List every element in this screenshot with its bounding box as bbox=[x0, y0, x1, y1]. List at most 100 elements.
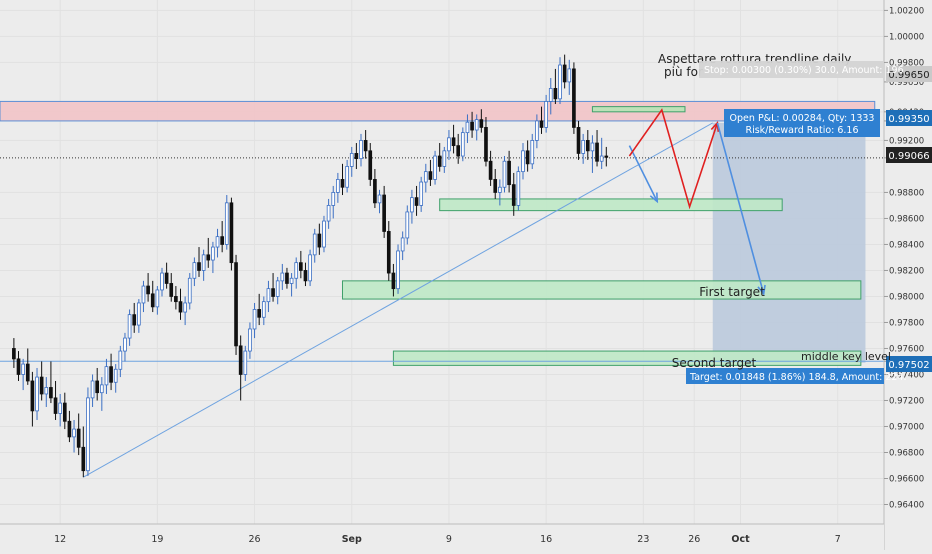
time-axis-panel[interactable] bbox=[0, 524, 884, 550]
candle bbox=[363, 130, 368, 159]
candle-body-down bbox=[257, 309, 262, 318]
candle-body-up bbox=[377, 194, 382, 204]
candle-body-up bbox=[308, 254, 312, 282]
price-tick-label: 0.99200 bbox=[889, 136, 924, 146]
candle-body-down bbox=[39, 376, 44, 395]
candle bbox=[248, 322, 252, 359]
candle bbox=[229, 197, 234, 271]
candle-body-up bbox=[396, 250, 400, 290]
candle bbox=[123, 332, 127, 362]
candle bbox=[465, 114, 470, 144]
candle bbox=[349, 146, 354, 177]
time-axis-ticks: 12 19 26 Sep 9 16 23 26 Oct 7 bbox=[54, 534, 841, 545]
candle bbox=[127, 309, 132, 346]
candle-body-up bbox=[201, 254, 206, 271]
candle-body-up bbox=[58, 402, 63, 414]
candle bbox=[488, 150, 493, 186]
candle bbox=[535, 114, 539, 149]
candle bbox=[382, 185, 386, 238]
time-tick-label: 9 bbox=[446, 534, 452, 545]
candle-body-up bbox=[248, 328, 252, 352]
candle-body-down bbox=[76, 428, 81, 448]
projection-path-red-arrowhead bbox=[710, 121, 720, 132]
candle-body-down bbox=[95, 380, 100, 394]
candle bbox=[187, 273, 192, 310]
candle bbox=[410, 189, 414, 224]
price-tick-label: 0.99650 bbox=[889, 78, 924, 88]
candle bbox=[257, 293, 262, 326]
candle bbox=[433, 150, 437, 185]
first-target-label: First target bbox=[699, 285, 765, 299]
candle bbox=[201, 249, 206, 281]
price-tick-label: 0.96800 bbox=[889, 448, 924, 458]
candle-body-down bbox=[386, 231, 391, 274]
candle-body-up bbox=[141, 285, 146, 304]
candle bbox=[581, 133, 585, 164]
candle-body-down bbox=[234, 262, 238, 347]
candle bbox=[224, 195, 229, 250]
candle bbox=[72, 419, 76, 453]
projection-paths-layer bbox=[628, 108, 766, 296]
projection-path-red bbox=[628, 108, 719, 210]
trendline bbox=[83, 122, 713, 478]
entry-price-badge-label: 0.99350 bbox=[888, 114, 929, 125]
candle bbox=[456, 133, 461, 164]
candle bbox=[35, 367, 39, 420]
candle bbox=[81, 426, 86, 478]
candle bbox=[76, 413, 81, 456]
candle bbox=[192, 257, 197, 287]
candle-body-down bbox=[382, 194, 386, 232]
middle-key-level-label: middle key level bbox=[801, 350, 891, 363]
candle bbox=[377, 189, 382, 214]
price-tick-label: 0.97000 bbox=[889, 422, 924, 432]
candle bbox=[331, 185, 336, 219]
candle bbox=[150, 280, 155, 313]
price-axis-ticks: 1.002001.000000.998000.996500.994200.993… bbox=[884, 6, 924, 510]
candle-body-up bbox=[155, 289, 160, 308]
candle-body-up bbox=[21, 363, 25, 375]
lines-layer bbox=[0, 122, 884, 478]
time-tick-label: 7 bbox=[835, 534, 841, 545]
candle bbox=[585, 130, 590, 160]
candle bbox=[373, 169, 377, 209]
candle bbox=[396, 244, 400, 294]
candle bbox=[525, 140, 530, 172]
candle-body-down bbox=[16, 358, 21, 375]
projection-path-blue-2-arrowhead bbox=[757, 284, 766, 296]
candle-body-up bbox=[516, 171, 521, 206]
candle-body-down bbox=[174, 296, 178, 303]
candle-body-up bbox=[123, 337, 127, 352]
candle-body-down bbox=[456, 145, 461, 157]
candle-body-down bbox=[229, 202, 234, 264]
price-tick-label: 1.00200 bbox=[889, 6, 924, 16]
candle bbox=[428, 159, 433, 186]
candle bbox=[345, 159, 349, 193]
candle-body-down bbox=[49, 387, 53, 399]
target-info-text: Target: 0.01848 (1.86%) 184.8, Amount: 2… bbox=[689, 372, 906, 383]
candle bbox=[539, 106, 544, 134]
candle bbox=[132, 302, 137, 333]
open-pnl-text: Open P&L: 0.00284, Qty: 1333 bbox=[730, 113, 875, 124]
candle bbox=[572, 62, 576, 134]
candle bbox=[294, 257, 299, 289]
candle-body-down bbox=[146, 285, 150, 295]
candle-body-up bbox=[118, 350, 123, 370]
candle-body-up bbox=[160, 272, 164, 291]
candle-body-down bbox=[484, 127, 488, 162]
price-tick-label: 0.98800 bbox=[889, 188, 924, 198]
candle-body-up bbox=[558, 64, 562, 100]
candle bbox=[95, 367, 100, 401]
candle bbox=[474, 114, 479, 141]
candle-body-down bbox=[53, 397, 58, 414]
candle-body-up bbox=[280, 272, 285, 282]
candle bbox=[90, 374, 95, 407]
candle-body-down bbox=[109, 366, 113, 383]
candle-body-up bbox=[44, 387, 49, 395]
candle-body-down bbox=[507, 160, 511, 186]
time-tick-label: 19 bbox=[151, 534, 163, 545]
price-axis-panel[interactable] bbox=[884, 0, 932, 550]
time-tick-label: 16 bbox=[540, 534, 552, 545]
candle-body-up bbox=[137, 302, 141, 326]
candle-body-up bbox=[224, 202, 229, 245]
